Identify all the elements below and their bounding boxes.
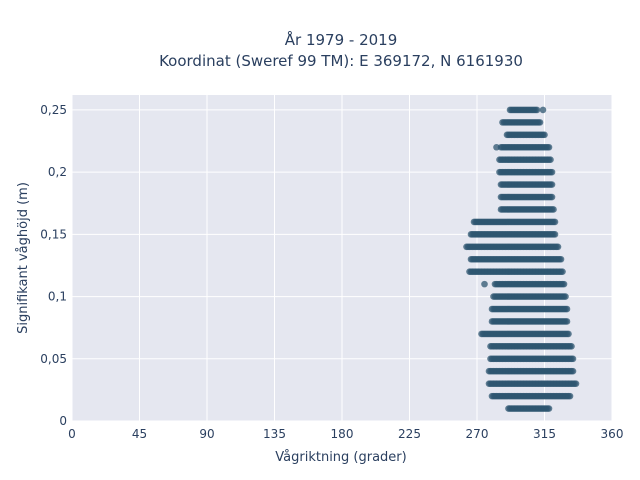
data-point	[548, 181, 556, 188]
y-tick-label: 0,2	[48, 165, 67, 179]
x-tick-label: 180	[331, 427, 354, 441]
x-axis-label: Vågriktning (grader)	[275, 450, 406, 465]
data-point	[572, 380, 580, 387]
data-point	[551, 231, 559, 238]
y-tick-label: 0,15	[40, 227, 67, 241]
x-tick-label: 135	[263, 427, 286, 441]
data-point	[550, 206, 557, 213]
data-point	[569, 367, 577, 375]
data-point	[548, 193, 556, 201]
y-axis-label: Signifikant våghöjd (m)	[16, 182, 31, 334]
x-axis-ticks: 0 45 90 135 180 225 270 315 360	[68, 427, 623, 441]
data-point	[557, 255, 565, 263]
x-tick-label: 225	[398, 427, 421, 441]
data-point	[569, 355, 577, 363]
y-tick-label: 0	[59, 414, 67, 428]
chart-title-line-1: År 1979 - 2019	[285, 30, 398, 49]
data-point	[562, 293, 569, 300]
x-tick-label: 360	[601, 427, 624, 441]
data-point	[545, 405, 553, 412]
data-point	[478, 330, 485, 338]
x-tick-label: 0	[68, 427, 76, 441]
data-point	[481, 280, 488, 288]
data-point	[541, 131, 548, 139]
data-point	[559, 268, 566, 275]
y-tick-label: 0,05	[40, 352, 67, 366]
data-point	[548, 168, 556, 176]
data-point	[563, 318, 571, 325]
x-tick-label: 45	[132, 427, 147, 441]
y-tick-label: 0,1	[48, 290, 67, 304]
data-point	[536, 119, 544, 126]
y-axis-ticks: 0 0,05 0,1 0,15 0,2 0,25	[40, 103, 67, 428]
x-tick-label: 90	[199, 427, 214, 441]
data-point	[565, 330, 572, 338]
x-tick-label: 270	[466, 427, 489, 441]
data-point	[533, 106, 541, 114]
data-points	[463, 106, 580, 412]
y-tick-label: 0,25	[40, 103, 67, 117]
data-point	[568, 343, 575, 350]
chart-title-line-2: Koordinat (Sweref 99 TM): E 369172, N 61…	[159, 52, 523, 70]
x-tick-label: 315	[533, 427, 556, 441]
data-point	[493, 143, 500, 151]
data-point	[554, 243, 562, 251]
data-point	[560, 280, 568, 288]
data-point	[563, 305, 571, 313]
data-point	[539, 106, 547, 114]
data-point	[547, 156, 554, 164]
data-point	[545, 143, 553, 151]
data-point	[551, 218, 559, 226]
data-point	[566, 392, 574, 400]
